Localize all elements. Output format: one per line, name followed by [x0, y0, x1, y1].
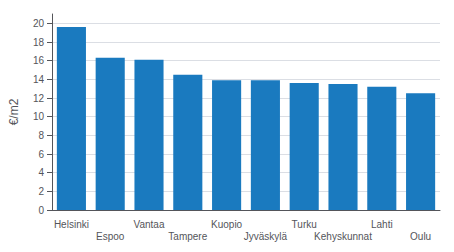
- svg-text:8: 8: [38, 130, 44, 141]
- svg-text:2: 2: [38, 186, 44, 197]
- svg-text:16: 16: [33, 55, 45, 66]
- svg-text:Oulu: Oulu: [410, 231, 431, 242]
- svg-text:Helsinki: Helsinki: [54, 219, 89, 230]
- svg-text:Kuopio: Kuopio: [211, 219, 243, 230]
- svg-text:10: 10: [33, 111, 45, 122]
- svg-text:14: 14: [33, 74, 45, 85]
- svg-text:€/m2: €/m2: [7, 98, 21, 125]
- svg-text:20: 20: [33, 18, 45, 29]
- svg-text:4: 4: [38, 167, 44, 178]
- svg-text:Vantaa: Vantaa: [134, 219, 165, 230]
- svg-text:12: 12: [33, 93, 45, 104]
- svg-text:Lahti: Lahti: [371, 219, 393, 230]
- svg-text:Kehyskunnat: Kehyskunnat: [314, 231, 372, 242]
- svg-text:18: 18: [33, 37, 45, 48]
- svg-text:0: 0: [38, 205, 44, 216]
- svg-text:6: 6: [38, 149, 44, 160]
- svg-text:Jyväskylä: Jyväskylä: [244, 231, 288, 242]
- svg-text:Tampere: Tampere: [168, 231, 207, 242]
- svg-text:Turku: Turku: [292, 219, 317, 230]
- svg-text:Espoo: Espoo: [96, 231, 125, 242]
